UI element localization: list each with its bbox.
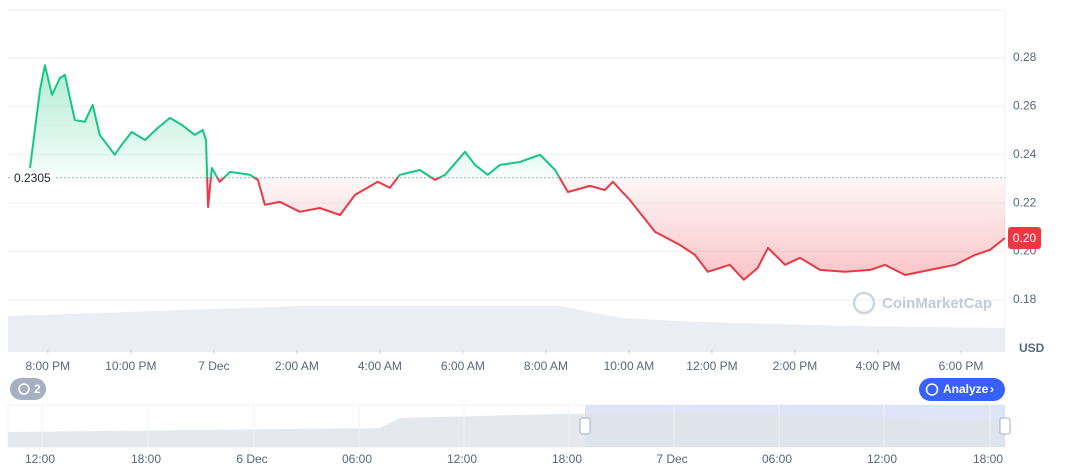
navigator-label: 12:00 xyxy=(447,452,477,466)
x-tick-label: 4:00 PM xyxy=(856,359,901,373)
x-tick-label: 2:00 AM xyxy=(275,359,319,373)
y-tick-label: 0.22 xyxy=(1013,195,1037,209)
watermark: CoinMarketCap xyxy=(882,295,992,312)
baseline-label-bg xyxy=(10,169,54,186)
currency-label: USD xyxy=(1019,341,1045,355)
x-tick-label: 6:00 AM xyxy=(441,359,485,373)
navigator-handle-left[interactable] xyxy=(579,417,591,435)
volume-area xyxy=(8,306,1005,352)
x-tick-label: 2:00 PM xyxy=(773,359,818,373)
x-tick-label: 10:00 AM xyxy=(604,359,655,373)
x-tick-label: 12:00 PM xyxy=(686,359,737,373)
navigator-label: 06:00 xyxy=(342,452,372,466)
navigator-handle-right[interactable] xyxy=(999,417,1011,435)
history-count: 2 xyxy=(34,382,41,396)
navigator-label: 06:00 xyxy=(762,452,792,466)
analyze-chevron: › xyxy=(990,382,994,396)
x-tick-label: 10:00 PM xyxy=(105,359,156,373)
navigator-label: 6 Dec xyxy=(236,452,267,466)
navigator-label: 18:00 xyxy=(552,452,582,466)
x-tick-label: 8:00 AM xyxy=(524,359,568,373)
y-tick-label: 0.28 xyxy=(1013,50,1037,64)
baseline-label: 0.2305 xyxy=(14,171,51,185)
watermark-logo xyxy=(852,291,876,315)
analyze-label: Analyze xyxy=(943,382,989,396)
navigator-label: 7 Dec xyxy=(656,452,687,466)
x-tick-label: 7 Dec xyxy=(198,359,229,373)
y-tick-label: 0.26 xyxy=(1013,98,1037,112)
x-tick-label: 4:00 AM xyxy=(358,359,402,373)
history-badge[interactable] xyxy=(10,378,46,400)
analyze-button[interactable] xyxy=(919,378,1005,401)
last-price-label: 0.20 xyxy=(1013,231,1037,245)
history-icon xyxy=(18,383,30,395)
last-price-badge xyxy=(1008,226,1041,249)
x-tick-label: 8:00 PM xyxy=(25,359,70,373)
navigator-label: 18:00 xyxy=(131,452,161,466)
analyze-icon xyxy=(925,383,939,396)
y-tick-label: 0.24 xyxy=(1013,147,1037,161)
navigator-label: 12:00 xyxy=(867,452,897,466)
price-area xyxy=(30,65,1005,280)
price-line xyxy=(29,64,1006,281)
navigator-label: 12:00 xyxy=(25,452,55,466)
x-tick-label: 6:00 PM xyxy=(939,359,984,373)
navigator-label: 18:00 xyxy=(973,452,1003,466)
y-tick-label: 0.18 xyxy=(1013,292,1037,306)
navigator-area xyxy=(8,412,1005,447)
